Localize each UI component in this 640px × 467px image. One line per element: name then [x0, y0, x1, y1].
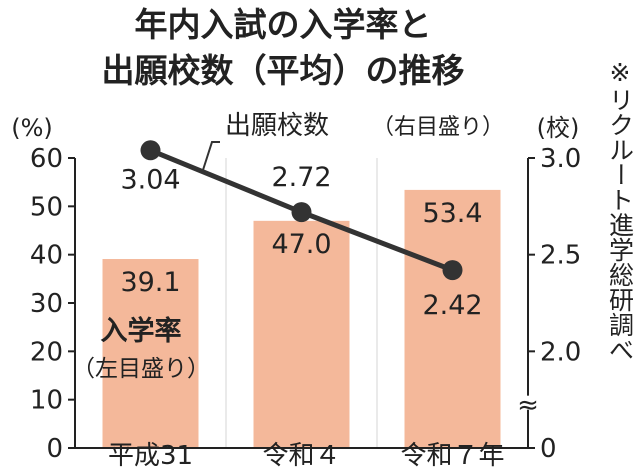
bar-series-name: 入学率	[101, 315, 182, 347]
chart-title-line1: 年内入試の入学率と	[135, 5, 432, 44]
left-axis-tick-label: 40	[30, 241, 63, 271]
left-axis-tick-label: 10	[30, 386, 63, 416]
bar-0	[102, 259, 199, 448]
right-axis-tick-label: 2.0	[540, 337, 581, 367]
left-axis-tick-label: 50	[30, 192, 63, 222]
line-series-axis-note: （右目盛り）	[372, 115, 504, 140]
x-axis-category-label: 令和４	[262, 441, 340, 467]
x-axis-category-label: 令和７年	[400, 441, 504, 467]
bar-value-label: 39.1	[120, 267, 180, 298]
left-axis-tick-label: 20	[30, 337, 63, 367]
line-value-label: 2.72	[271, 162, 331, 193]
line-point-1	[291, 202, 312, 223]
line-value-label: 2.42	[422, 290, 482, 321]
left-axis-tick-label: 60	[30, 144, 63, 174]
left-axis-unit: (%)	[11, 114, 53, 142]
right-axis-tick-label: 2.5	[540, 241, 581, 271]
bar-series-axis-note: （左目盛り）	[72, 356, 210, 382]
line-series-legend: 出願校数 （右目盛り）	[202, 111, 504, 171]
left-axis-tick-label: 0	[46, 434, 63, 464]
axis-break-gap	[519, 395, 537, 410]
bar-value-label: 47.0	[271, 229, 331, 260]
line-value-label: 3.04	[120, 164, 180, 195]
right-axis-tick-label: 3.0	[540, 144, 581, 174]
x-axis-category-label: 平成31	[108, 441, 193, 467]
chart-title-line2: 出願校数（平均）の推移	[102, 51, 465, 90]
line-point-0	[140, 140, 161, 161]
axis-break-mark: ≈	[517, 391, 539, 421]
legend-leader-line	[202, 141, 220, 171]
bar-series-legend: 入学率 （左目盛り）	[72, 315, 210, 382]
bar-2	[404, 189, 501, 448]
left-axis-tick-label: 30	[30, 289, 63, 319]
right-axis-unit: (校)	[537, 114, 580, 142]
bar-1	[253, 220, 350, 448]
bar-value-label: 53.4	[422, 198, 482, 229]
source-note: ※リクルート進学総研調べ	[606, 58, 635, 362]
line-series-name: 出願校数	[225, 111, 329, 141]
line-point-2	[442, 260, 463, 281]
right-axis-tick-label: 0	[540, 434, 557, 464]
